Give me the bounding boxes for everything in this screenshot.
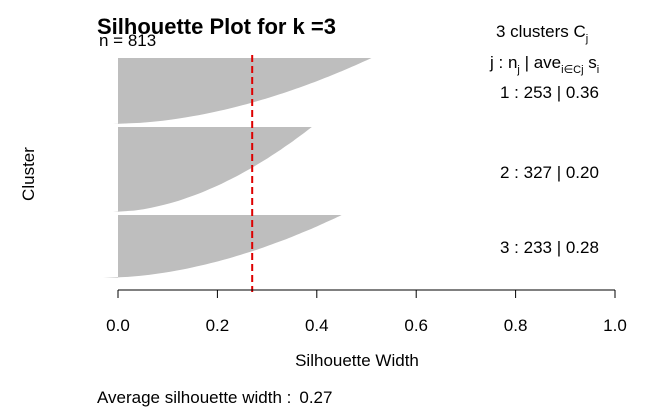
x-tick-label: 0.4 (305, 316, 329, 335)
legend-col-s-sub: i (597, 64, 599, 76)
x-axis-label: Silhouette Width (295, 351, 419, 370)
legend-column-header: j : nj | avei∈Cj si (489, 53, 599, 76)
x-tick-label: 1.0 (603, 316, 627, 335)
x-tick-label: 0.6 (404, 316, 428, 335)
legend-header-sub: j (585, 33, 588, 45)
sample-size-label: n = 813 (99, 31, 156, 50)
silhouette-cluster-1 (113, 58, 372, 124)
legend-header: 3 clusters Cj (496, 22, 588, 45)
legend-header-main: 3 clusters C (496, 22, 586, 41)
average-silhouette-footer-value: 0.27 (299, 388, 332, 407)
x-tick-label: 0.8 (504, 316, 528, 335)
legend-col-ave-sub: i∈Cj (561, 64, 583, 76)
legend-col-j: j : n (489, 53, 517, 72)
x-tick-label: 0.2 (206, 316, 230, 335)
y-axis-label: Cluster (19, 147, 38, 201)
x-tick-label: 0.0 (106, 316, 130, 335)
legend-col-ave: | ave (520, 53, 561, 72)
silhouette-cluster-2 (113, 127, 312, 212)
legend-col-s: s (584, 53, 597, 72)
average-silhouette-footer: Average silhouette width : 0.27 (97, 388, 332, 407)
silhouette-cluster-3 (103, 215, 342, 278)
silhouette-bars (103, 58, 372, 278)
legend-row-cluster-1: 1 : 253 | 0.36 (500, 83, 599, 102)
legend-row-cluster-3: 3 : 233 | 0.28 (500, 238, 599, 257)
legend-col-j-sub: j (516, 64, 519, 76)
legend-row-cluster-2: 2 : 327 | 0.20 (500, 163, 599, 182)
chart-title: Silhouette Plot for k =3 (97, 14, 336, 39)
average-silhouette-footer-label: Average silhouette width : (97, 388, 291, 407)
x-axis-ticks: 0.0 0.2 0.4 0.6 0.8 1.0 (106, 290, 627, 335)
